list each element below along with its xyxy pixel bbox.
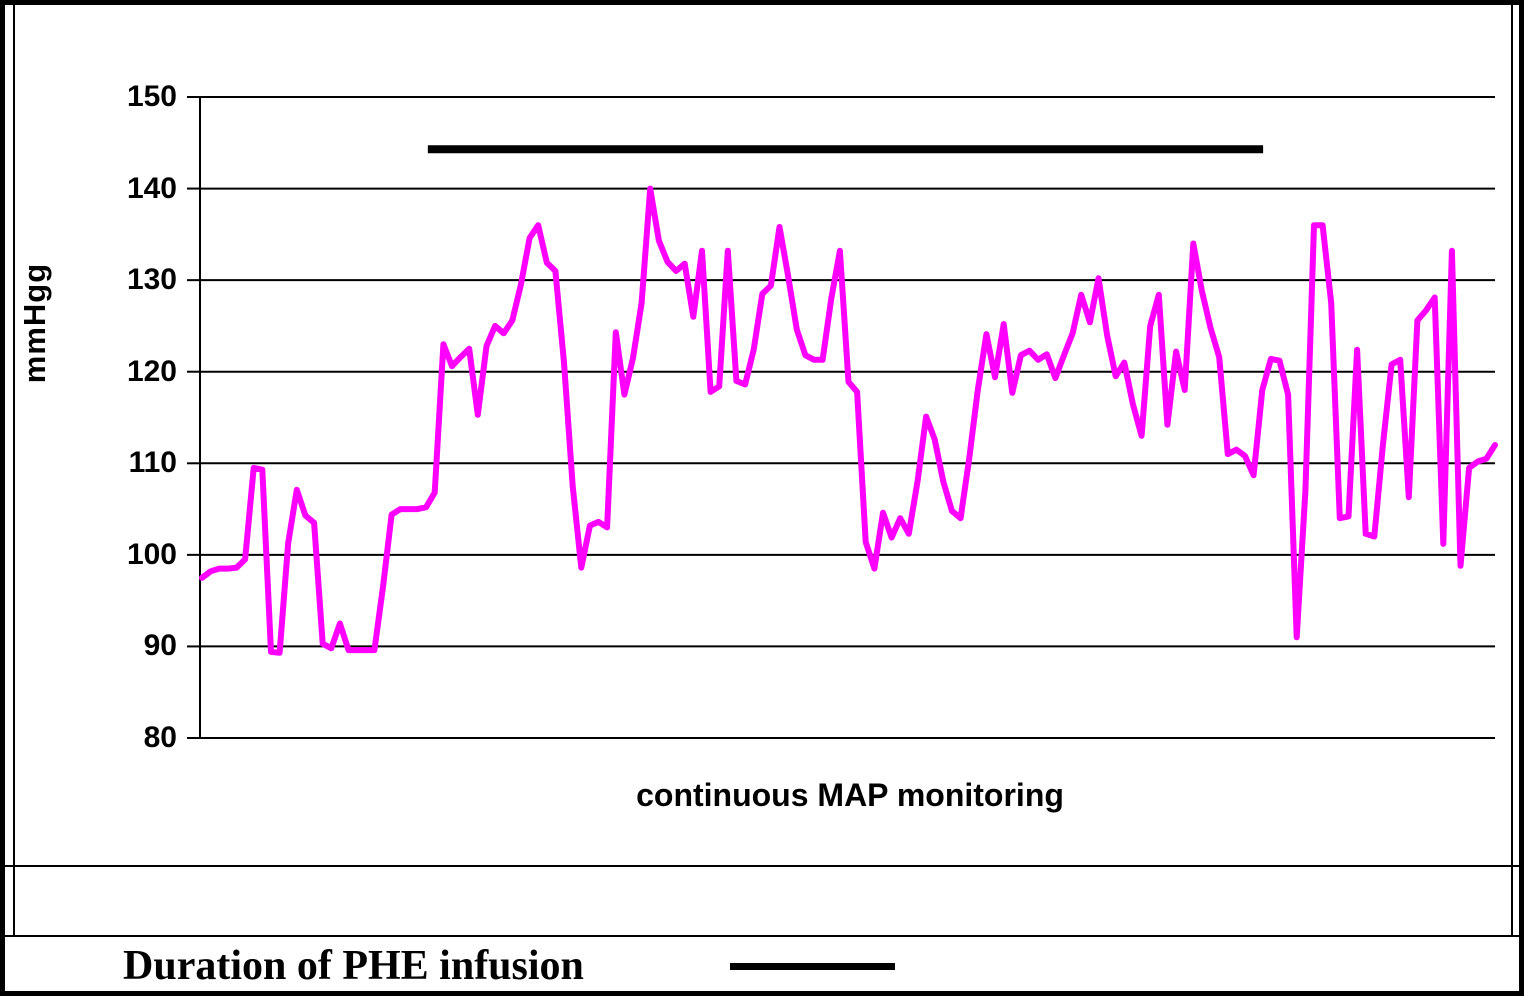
map-line-chart: [187, 96, 1498, 739]
x-axis-title: continuous MAP monitoring: [636, 777, 1064, 813]
y-tick-label-110: 110: [128, 446, 177, 480]
y-tick-label-80: 80: [143, 721, 177, 754]
y-tick-label-120: 120: [126, 354, 177, 388]
y-tick-label-140: 140: [126, 171, 177, 205]
chart-bottom-divider-line: [5, 865, 1519, 867]
legend-label: Duration of PHE infusion: [123, 943, 584, 989]
y-tick-label-150: 150: [126, 80, 177, 113]
y-tick-label-90: 90: [143, 629, 177, 663]
inner-left-border-line: [13, 5, 15, 991]
y-axis-title: mmHgg: [17, 262, 52, 384]
legend-key-line-icon: [730, 963, 895, 970]
map-series-line: [199, 185, 1498, 656]
inner-right-border-line: [1511, 5, 1513, 991]
legend-top-divider-line: [5, 935, 1519, 937]
legend-band: Duration of PHE infusion: [5, 937, 1519, 991]
y-tick-label-130: 130: [126, 263, 177, 297]
y-tick-label-100: 100: [126, 537, 177, 571]
